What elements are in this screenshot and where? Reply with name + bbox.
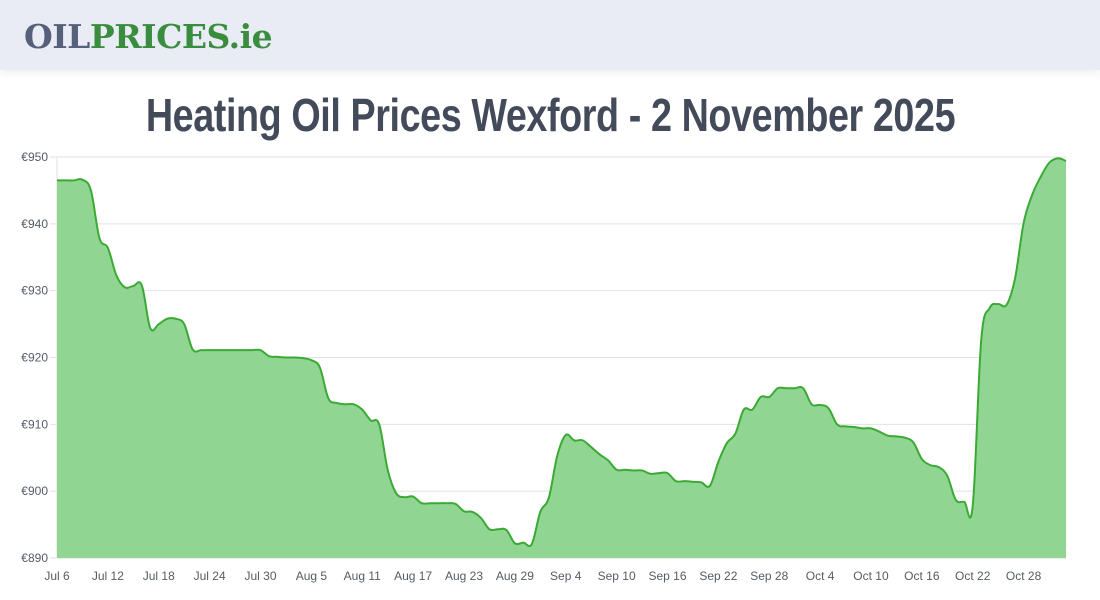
y-tick-label: €910 <box>21 417 48 431</box>
y-tick-label: €920 <box>21 351 48 365</box>
x-tick-label: Aug 5 <box>296 569 328 583</box>
x-tick-label: Jul 30 <box>244 569 276 583</box>
x-tick-label: Sep 4 <box>550 569 582 583</box>
site-header: OILPRICES.ie <box>0 0 1100 70</box>
y-axis: €890 €900 €910 €920 €930 €940 €950 <box>21 150 48 565</box>
logo-part-oil: OIL <box>24 17 90 56</box>
x-tick-label: Oct 4 <box>806 569 835 583</box>
x-tick-label: Oct 28 <box>1006 569 1042 583</box>
x-axis: Jul 6 Jul 12 Jul 18 Jul 24 Jul 30 Aug 5 Aug 11… <box>44 569 1041 583</box>
logo-part-prices: PRICES.ie <box>89 17 273 56</box>
x-tick-label: Aug 17 <box>394 569 432 583</box>
y-tick-label: €930 <box>21 284 48 298</box>
page-title-text: Heating Oil Prices Wexford - 2 November … <box>145 89 955 141</box>
x-tick-label: Oct 16 <box>904 569 940 583</box>
y-tick-label: €940 <box>21 217 48 231</box>
y-tick-label: €900 <box>21 484 48 498</box>
x-tick-label: Sep 28 <box>750 569 788 583</box>
x-tick-label: Sep 22 <box>699 569 737 583</box>
x-tick-label: Aug 29 <box>496 569 534 583</box>
site-logo[interactable]: OILPRICES.ie <box>24 17 273 57</box>
x-tick-label: Aug 23 <box>445 569 483 583</box>
x-tick-label: Aug 11 <box>344 569 381 583</box>
x-tick-label: Jul 24 <box>194 569 226 583</box>
x-tick-label: Sep 16 <box>648 569 686 583</box>
x-tick-label: Jul 12 <box>92 569 124 583</box>
y-tick-label: €950 <box>21 150 48 164</box>
page-title: Heating Oil Prices Wexford - 2 November … <box>0 84 1100 146</box>
price-line <box>57 157 1067 548</box>
x-tick-label: Oct 10 <box>853 569 889 583</box>
x-tick-label: Sep 10 <box>598 569 636 583</box>
x-tick-label: Oct 22 <box>955 569 991 583</box>
x-tick-label: Jul 18 <box>143 569 175 583</box>
price-area-fill <box>57 158 1066 558</box>
x-tick-label: Jul 6 <box>44 569 70 583</box>
y-tick-label: €890 <box>21 551 48 565</box>
